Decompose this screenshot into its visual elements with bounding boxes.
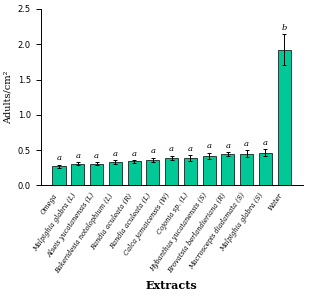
Bar (240, 154, 253, 185)
Bar (184, 158, 197, 185)
Text: a: a (75, 152, 80, 160)
Bar (109, 162, 122, 185)
Text: a: a (150, 147, 155, 155)
Text: a: a (113, 150, 118, 158)
X-axis label: Extracts: Extracts (146, 280, 197, 291)
Text: a: a (188, 145, 193, 152)
Bar (278, 50, 291, 185)
Text: a: a (56, 155, 61, 162)
Text: b: b (281, 24, 287, 32)
Bar (221, 154, 234, 185)
Bar (128, 161, 141, 185)
Text: a: a (169, 145, 174, 153)
Y-axis label: Adults/cm²: Adults/cm² (3, 71, 12, 124)
Bar (259, 153, 272, 185)
Text: a: a (94, 152, 99, 160)
Text: a: a (244, 140, 249, 148)
Bar (146, 160, 159, 185)
Bar (52, 166, 66, 185)
Bar (165, 158, 178, 185)
Text: a: a (225, 142, 230, 150)
Bar (71, 164, 84, 185)
Text: a: a (263, 139, 268, 147)
Text: a: a (207, 142, 212, 150)
Bar (202, 156, 216, 185)
Bar (90, 164, 103, 185)
Text: a: a (132, 150, 137, 158)
